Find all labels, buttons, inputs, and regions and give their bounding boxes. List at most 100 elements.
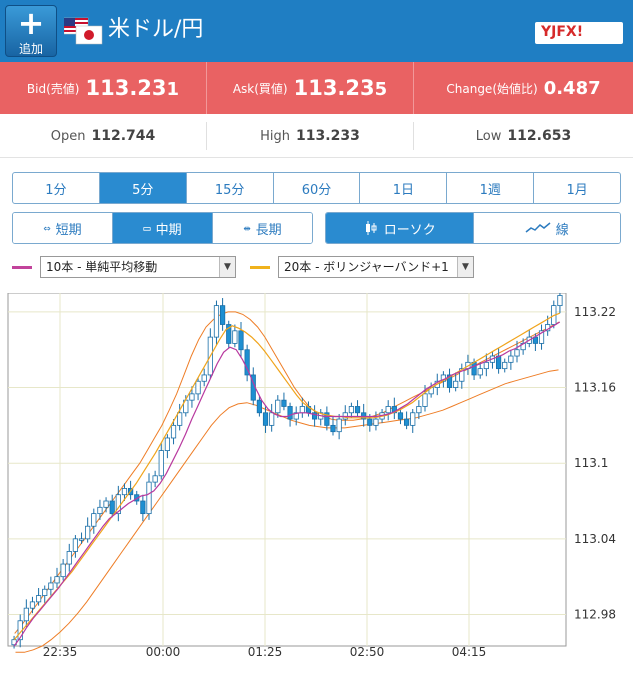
- candle-body: [422, 393, 428, 407]
- range-long-button[interactable]: ⇹ 長期: [213, 213, 312, 243]
- yjfx-logo[interactable]: YJFX!: [535, 22, 623, 44]
- candle-body: [42, 588, 48, 596]
- candle-body: [121, 488, 128, 496]
- y-tick-label: 113.16: [574, 381, 616, 395]
- bid-quote[interactable]: Bid(売値) 113.231: [0, 62, 206, 114]
- candle-body: [453, 380, 459, 388]
- candle-body: [299, 406, 305, 414]
- chart-type-selector: ローソク 線: [325, 212, 621, 244]
- quote-row: Bid(売値) 113.231 Ask(買値) 113.235 Change(始…: [0, 62, 633, 114]
- candlestick-label: ローソク: [383, 222, 436, 238]
- low-value: 112.653: [507, 128, 571, 144]
- candle-body: [219, 305, 226, 325]
- ask-value: 113.235: [294, 76, 388, 100]
- candle-body: [66, 551, 72, 565]
- x-tick-label: 01:25: [248, 645, 283, 659]
- timeframe-1mo[interactable]: 1月: [566, 182, 588, 198]
- candle-body: [459, 368, 465, 382]
- candle-body: [538, 330, 545, 344]
- candle-body: [514, 349, 520, 357]
- y-tick-label: 113.22: [574, 305, 616, 319]
- plus-icon: +: [17, 4, 45, 42]
- ask-value-main: 113.23: [293, 76, 375, 100]
- x-tick-label: 22:35: [43, 645, 78, 659]
- candle-body: [244, 349, 250, 376]
- range-medium-button[interactable]: ▭ 中期: [113, 213, 213, 243]
- bollinger-select[interactable]: 20本 - ボリンジャーバンド+1 ▼: [278, 256, 474, 278]
- chart-svg: 112.98 113.04 113.1 113.16 113.22 22:35 00:00 0…: [7, 287, 616, 659]
- y-tick-label: 112.98: [574, 607, 616, 621]
- candle-body: [177, 412, 183, 426]
- candle-body: [275, 399, 281, 414]
- candle-icon: [365, 221, 377, 235]
- timeframe-15m[interactable]: 15分: [187, 173, 274, 203]
- candle-body: [164, 437, 170, 451]
- chevron-down-icon: ▼: [457, 257, 473, 277]
- low-value-tail: 3: [561, 128, 572, 144]
- candle-body: [385, 406, 391, 414]
- timeframe-5m[interactable]: 5分: [99, 173, 187, 203]
- line-icon: [525, 222, 551, 233]
- timeframe-1w[interactable]: 1週: [447, 173, 535, 203]
- bid-value-tail: 1: [166, 79, 180, 100]
- candle-body: [189, 393, 195, 401]
- low-stat: Low 112.653: [414, 114, 633, 158]
- change-label: Change(始値比): [446, 81, 538, 96]
- candle-body: [146, 481, 152, 515]
- high-stat: High 113.233: [207, 114, 413, 158]
- range-medium-label: 中期: [155, 222, 182, 238]
- divider: [413, 122, 414, 150]
- change-value: 0.487: [543, 77, 601, 99]
- plot-area: [7, 292, 567, 647]
- candle-body: [60, 563, 66, 578]
- high-value-tail: 3: [350, 128, 360, 144]
- y-tick-label: 113.04: [574, 532, 616, 546]
- x-tick-label: 00:00: [146, 645, 181, 659]
- chevron-down-icon: ▼: [219, 257, 235, 277]
- candle-body: [416, 406, 422, 414]
- range-short-label: 短期: [55, 222, 82, 238]
- candle-body: [238, 330, 244, 351]
- sma-select[interactable]: 10本 - 単純平均移動 ▼: [40, 256, 236, 278]
- price-chart[interactable]: 112.98 113.04 113.1 113.16 113.22 22:35 00:00 0…: [5, 287, 628, 665]
- x-tick-label: 02:50: [350, 645, 385, 659]
- bollinger-lower-line: [15, 369, 559, 653]
- line-chart-label: 線: [555, 222, 569, 238]
- candle-body: [85, 525, 91, 540]
- ask-quote[interactable]: Ask(買値) 113.235: [207, 62, 413, 114]
- candlestick-button[interactable]: ローソク: [326, 213, 474, 243]
- divider: [206, 62, 207, 114]
- candle-body: [91, 513, 97, 527]
- candle-body: [557, 295, 563, 307]
- candle-body: [232, 330, 238, 344]
- candle-body: [348, 406, 355, 414]
- candle-body: [477, 368, 483, 376]
- range-short-button[interactable]: ⇔ 短期: [13, 213, 113, 243]
- candle-body: [508, 355, 514, 363]
- bid-value-main: 113.23: [85, 76, 167, 100]
- candle-body: [226, 324, 232, 344]
- candle-body: [483, 361, 489, 370]
- timeframe-selector: 1分 5分 15分 60分 1日 1週 1月: [12, 172, 621, 204]
- compress-horizontal-icon: ⇹: [243, 221, 251, 235]
- candle-body: [170, 424, 177, 439]
- candle-body: [311, 412, 318, 420]
- candle-body: [446, 374, 453, 388]
- high-label: High: [260, 128, 291, 144]
- candle-body: [152, 475, 158, 483]
- add-button[interactable]: + 追加: [5, 5, 57, 57]
- ask-value-tail: 5: [374, 79, 388, 100]
- divider: [413, 62, 414, 114]
- line-chart-button[interactable]: 線: [473, 213, 620, 243]
- candle-body: [367, 418, 373, 426]
- timeframe-1m[interactable]: 1分: [13, 173, 100, 203]
- indicator-sma: 10本 - 単純平均移動 ▼: [12, 255, 236, 279]
- app-header: + 追加 米ドル/円 YJFX!: [0, 0, 633, 62]
- timeframe-1d[interactable]: 1日: [360, 173, 448, 203]
- sma-select-value: 10本 - 単純平均移動: [46, 260, 158, 274]
- window-icon: ▭: [143, 221, 151, 235]
- candle-body: [78, 538, 85, 541]
- candle-body: [213, 305, 220, 338]
- candle-body: [109, 500, 115, 515]
- timeframe-60m[interactable]: 60分: [274, 173, 361, 203]
